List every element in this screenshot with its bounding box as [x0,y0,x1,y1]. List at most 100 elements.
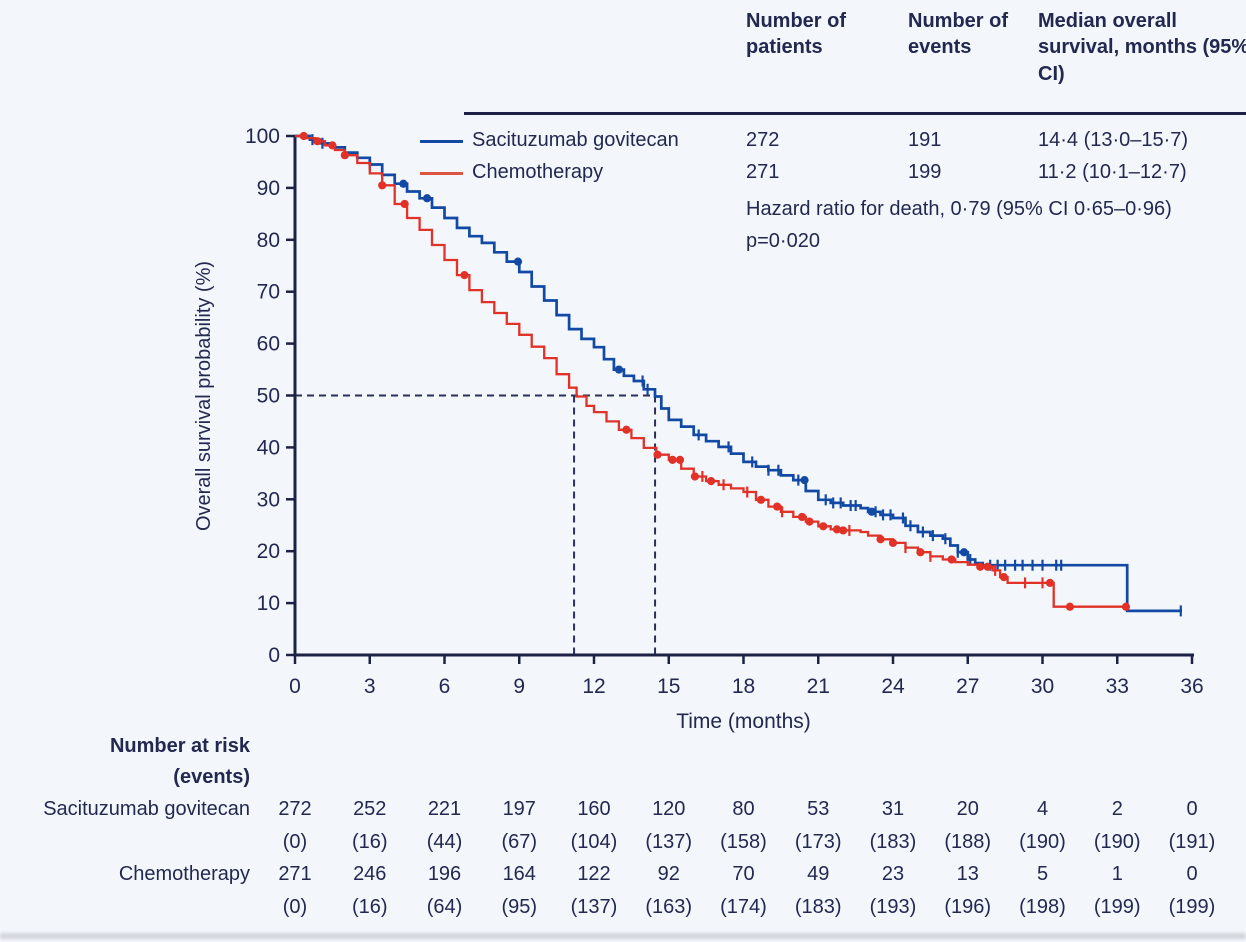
risk-count: 196 [428,863,461,885]
censor-dot [513,257,523,266]
risk-count: 92 [658,863,680,885]
legend-label-chemotherapy: Chemotherapy [472,161,604,183]
x-tick-label: 24 [881,675,905,698]
censor-dot [959,548,969,557]
x-tick-label: 3 [364,675,376,698]
risk-count: 1 [1112,863,1123,885]
risk-events: (198) [1019,896,1066,918]
summary-table: Number of patients Number of events Medi… [0,0,1246,260]
risk-events: (16) [352,831,388,853]
x-tick-label: 33 [1106,675,1129,698]
risk-events: (0) [283,831,307,853]
risk-count: 164 [503,863,536,885]
risk-events: (137) [571,896,618,918]
risk-events: (174) [720,896,767,918]
risk-events: (191) [1169,831,1216,853]
y-tick-label: 80 [257,229,280,252]
risk-count: 197 [503,798,536,820]
censor-dot [832,525,842,534]
risk-events: (0) [283,896,307,918]
events-sacituzumab: 191 [908,129,942,151]
censor-dot [999,573,1008,582]
risk-count: 221 [428,798,461,820]
censor-dot [1121,602,1131,611]
risk-events: (190) [1094,831,1141,853]
events-chemotherapy: 199 [908,161,942,183]
censor-dot [422,194,432,203]
censor-dot [668,455,677,464]
censor-dot [707,477,716,486]
x-tick-label: 9 [513,675,525,698]
risk-row-label: Sacituzumab govitecan [43,798,250,820]
risk-events: (199) [1094,896,1141,918]
risk-count: 272 [278,798,311,820]
summary-table-rule [464,112,1246,115]
median-os-chemotherapy: 11·2 (10·1–12·7) [1038,161,1187,183]
x-axis-title: Time (months) [676,710,811,733]
risk-count: 70 [732,863,754,885]
legend-row-chemotherapy: Chemotherapy 271 199 11·2 (10·1–12·7) [0,161,1246,187]
y-tick-label: 90 [257,177,280,200]
risk-events: (199) [1169,896,1216,918]
censor-dot [1065,602,1075,611]
risk-count: 120 [652,798,685,820]
col-header-median: Median overall survival, months (95% CI) [1038,10,1246,85]
risk-table-title: Number at risk [110,735,251,757]
risk-events: (173) [795,831,842,853]
risk-count: 80 [732,798,754,820]
censor-dot [839,526,848,535]
p-value-text: p=0·020 [746,230,820,252]
risk-count: 122 [577,863,610,885]
risk-count: 246 [353,863,386,885]
censor-dot [800,475,809,485]
risk-count: 160 [577,798,610,820]
risk-row-label: Chemotherapy [119,863,250,885]
y-tick-label: 10 [257,592,280,615]
y-tick-label: 20 [257,540,280,563]
legend-label-sacituzumab: Sacituzumab govitecan [472,129,679,151]
censor-dot [299,131,308,141]
risk-events: (137) [645,831,692,853]
risk-events: (67) [501,831,537,853]
censor-dot [819,522,828,531]
patients-chemotherapy: 271 [746,161,780,183]
risk-events: (163) [645,896,692,918]
censor-dot [400,199,409,209]
risk-count: 23 [882,863,904,885]
y-tick-label: 40 [257,436,280,459]
censor-dot [976,562,985,571]
risk-events: (16) [352,896,388,918]
censor-dot [1045,578,1055,587]
x-tick-label: 12 [582,675,605,698]
x-tick-label: 6 [439,675,451,698]
risk-events: (196) [944,896,991,918]
censor-dot [797,512,807,522]
x-tick-label: 15 [657,675,680,698]
risk-count: 271 [278,863,311,885]
risk-events: (158) [720,831,767,853]
bottom-edge-artifact [0,933,1246,939]
x-tick-label: 36 [1180,675,1203,698]
risk-count: 2 [1112,798,1123,820]
col-header-events: Number of events [908,10,1008,59]
censor-dot [378,181,387,190]
censor-dot [773,502,782,511]
median-os-sacituzumab: 14·4 (13·0–15·7) [1038,129,1189,151]
risk-table-subtitle: (events) [173,766,250,788]
censor-dot [867,507,876,516]
risk-count: 31 [882,798,904,820]
hazard-ratio-text: Hazard ratio for death, 0·79 (95% CI 0·6… [746,198,1172,220]
legend-row-sacituzumab: Sacituzumab govitecan 272 191 14·4 (13·0… [0,129,1246,155]
risk-events: (193) [870,896,917,918]
y-axis-title: Overall survival probability (%) [193,261,215,531]
censor-dot [675,455,685,464]
risk-count: 49 [807,863,829,885]
censor-dot [460,270,469,280]
legend-line-sacituzumab-swatch [420,140,463,143]
y-tick-label: 100 [245,125,280,148]
risk-count: 5 [1037,863,1048,885]
risk-count: 4 [1037,798,1048,820]
y-tick-label: 60 [257,333,280,356]
risk-events: (188) [944,831,991,853]
risk-events: (190) [1019,831,1066,853]
